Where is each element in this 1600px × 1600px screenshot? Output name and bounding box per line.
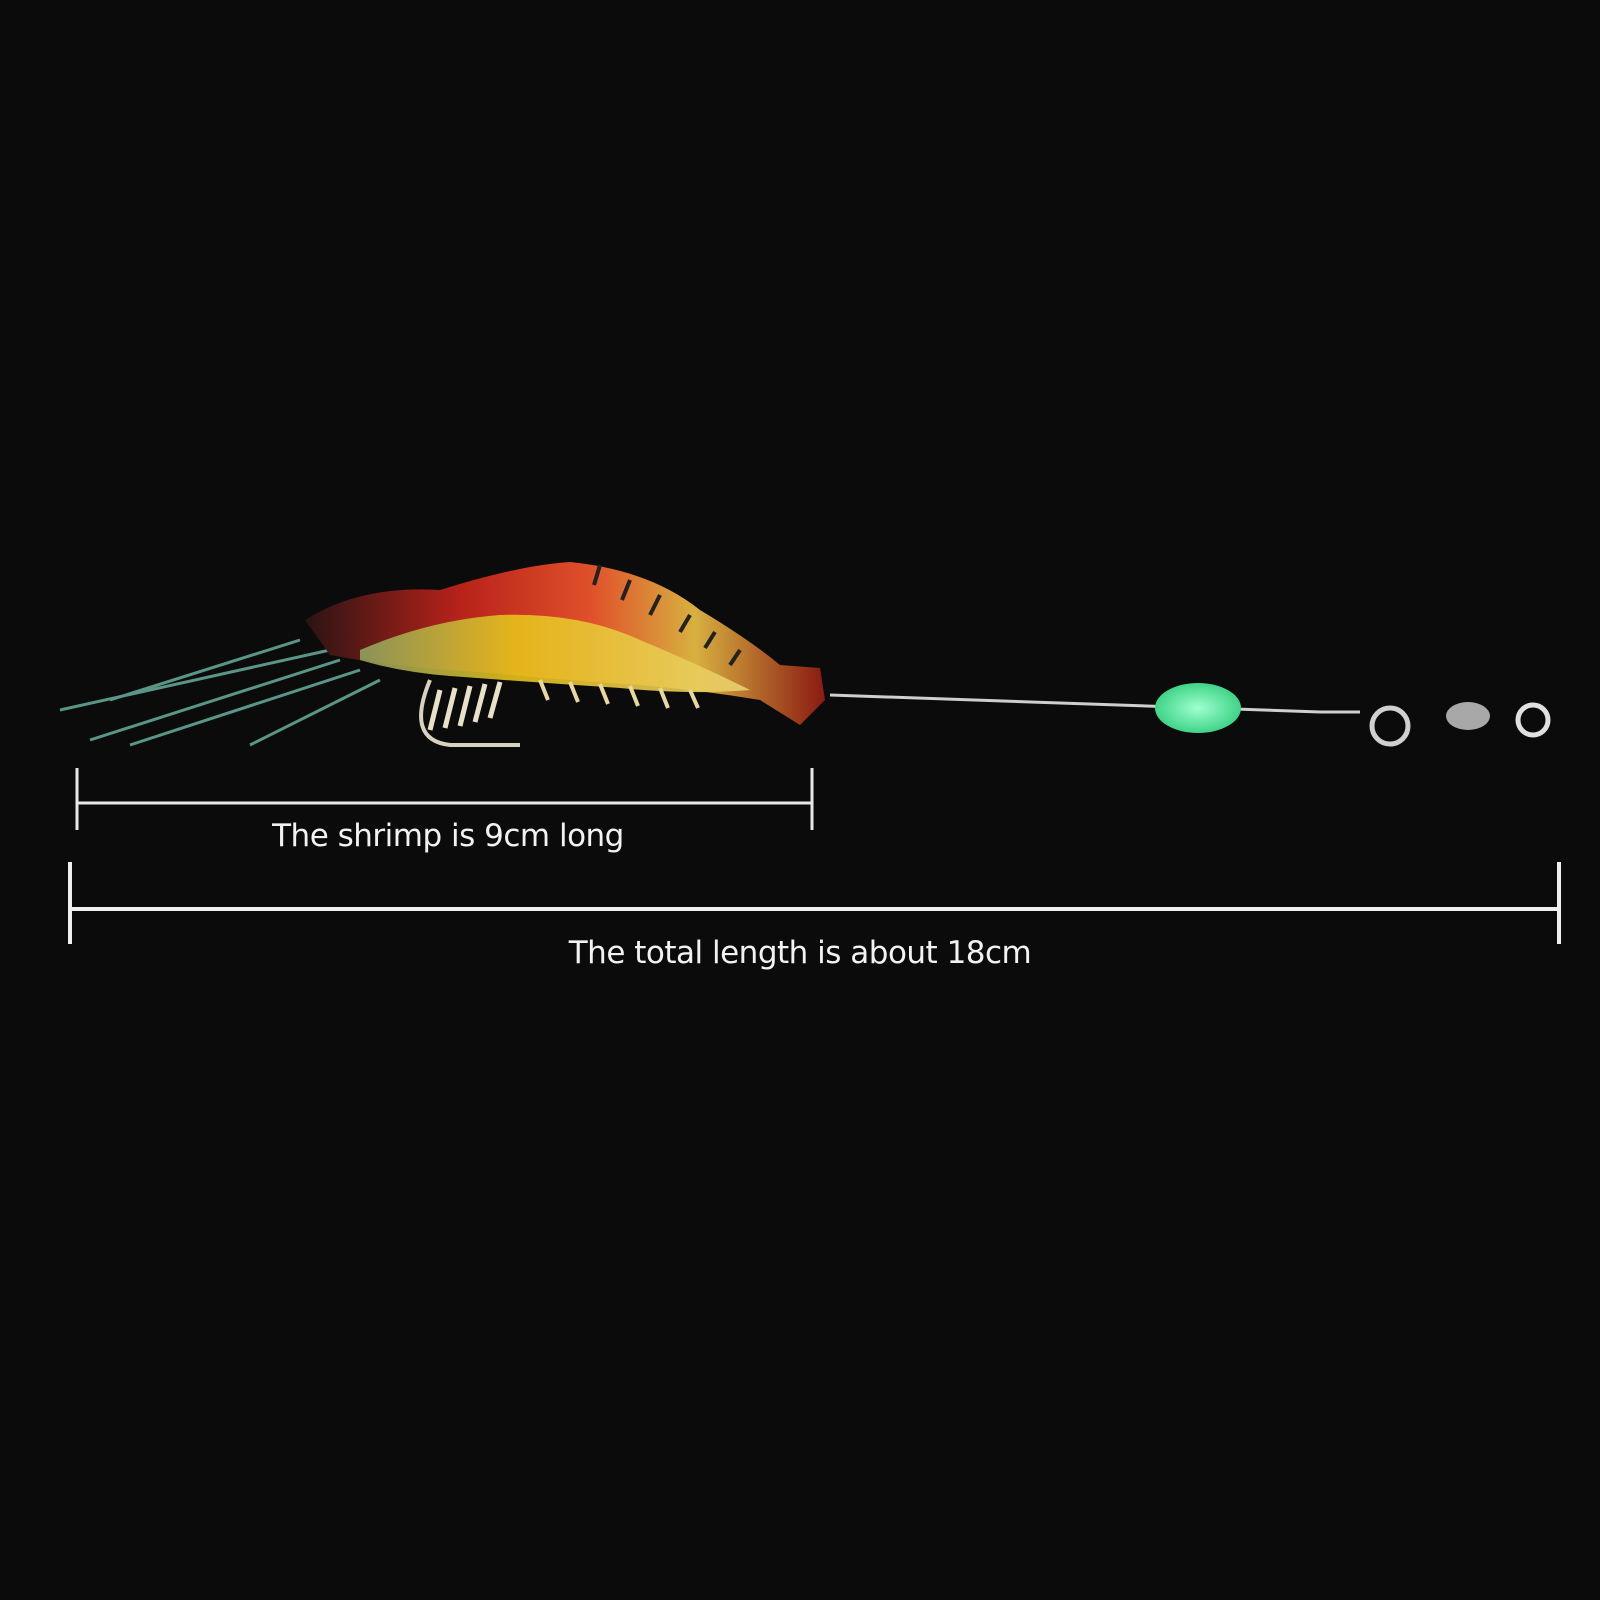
leader-wire <box>829 683 1551 747</box>
swivel-barrel <box>1446 702 1490 730</box>
glow-bead <box>1155 683 1241 733</box>
shrimp-lure <box>59 562 825 747</box>
swivel-eye <box>1515 702 1551 738</box>
total-dimension-line <box>68 862 1561 944</box>
split-ring <box>1369 705 1411 747</box>
shrimp-dimension-line <box>75 768 814 830</box>
shrimp-length-label: The shrimp is 9cm long <box>272 818 624 854</box>
total-length-label: The total length is about 18cm <box>568 935 1032 971</box>
